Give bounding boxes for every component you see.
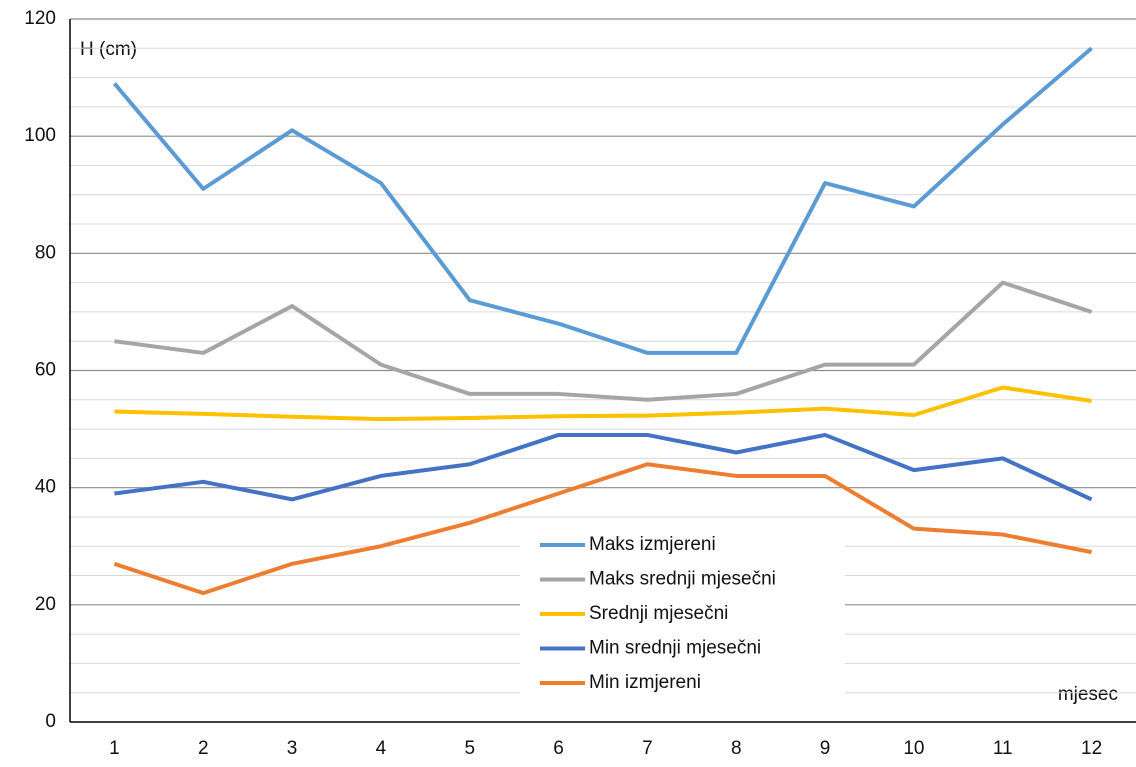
x-tick-label: 6 bbox=[553, 738, 564, 759]
x-tick-label: 12 bbox=[1081, 738, 1102, 759]
series-line bbox=[114, 280, 1093, 402]
series-line bbox=[114, 432, 1093, 502]
legend-label: Maks srednji mjesečni bbox=[589, 569, 776, 590]
legend-label: Min srednji mjesečni bbox=[589, 638, 761, 659]
grid bbox=[70, 18, 1136, 694]
legend-box bbox=[520, 527, 845, 707]
series-line bbox=[112, 46, 1093, 355]
x-tick-label: 8 bbox=[731, 738, 742, 759]
y-tick-label: 100 bbox=[24, 125, 56, 146]
x-tick-label: 10 bbox=[903, 738, 924, 759]
x-tick-label: 3 bbox=[287, 738, 298, 759]
x-tick-label: 1 bbox=[109, 738, 120, 759]
x-tick-label: 4 bbox=[376, 738, 387, 759]
x-tick-label: 11 bbox=[993, 738, 1013, 759]
y-tick-label: 0 bbox=[45, 711, 56, 732]
y-tick-label: 40 bbox=[35, 477, 56, 498]
y-tick-label: 80 bbox=[35, 242, 56, 263]
y-tick-label: 60 bbox=[35, 360, 56, 381]
y-tick-label: 120 bbox=[24, 8, 56, 29]
legend: Maks izmjereni Maks srednji mjesečni Sredn… bbox=[520, 527, 845, 707]
y-axis-label: H (cm) bbox=[80, 39, 137, 60]
series-line bbox=[114, 385, 1092, 422]
legend-label: Min izmjereni bbox=[589, 672, 701, 693]
x-tick-label: 5 bbox=[464, 738, 475, 759]
x-tick-label: 2 bbox=[198, 738, 209, 759]
y-tick-label: 20 bbox=[35, 594, 56, 615]
x-axis-label: mjesec bbox=[1058, 684, 1118, 705]
legend-label: Srednji mjesečni bbox=[589, 603, 728, 624]
series-line bbox=[113, 462, 1092, 596]
x-tick-label: 9 bbox=[820, 738, 831, 759]
x-tick-label: 7 bbox=[642, 738, 653, 759]
legend-label: Maks izmjereni bbox=[589, 534, 716, 555]
